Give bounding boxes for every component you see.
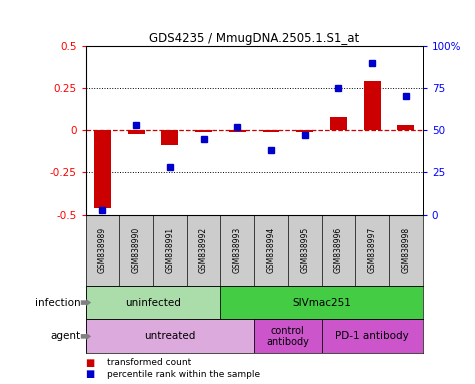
Bar bbox=[94, 130, 111, 208]
Text: control
antibody: control antibody bbox=[266, 326, 309, 347]
Text: GSM838994: GSM838994 bbox=[266, 227, 276, 273]
Text: ■: ■ bbox=[86, 369, 95, 379]
Title: GDS4235 / MmugDNA.2505.1.S1_at: GDS4235 / MmugDNA.2505.1.S1_at bbox=[149, 31, 359, 45]
Bar bbox=[254, 319, 322, 353]
Text: transformed count: transformed count bbox=[107, 358, 191, 367]
Bar bbox=[86, 286, 220, 319]
Bar bbox=[330, 117, 347, 130]
Text: GSM838992: GSM838992 bbox=[199, 227, 208, 273]
Text: agent: agent bbox=[51, 331, 81, 341]
Bar bbox=[86, 319, 254, 353]
Text: GSM838997: GSM838997 bbox=[368, 227, 377, 273]
Text: infection: infection bbox=[35, 298, 81, 308]
Bar bbox=[229, 130, 246, 132]
Text: GSM838995: GSM838995 bbox=[300, 227, 309, 273]
Bar bbox=[263, 130, 279, 132]
Text: untreated: untreated bbox=[144, 331, 196, 341]
Bar bbox=[220, 286, 423, 319]
Bar bbox=[296, 130, 313, 132]
Text: GSM838998: GSM838998 bbox=[401, 227, 410, 273]
Text: GSM838991: GSM838991 bbox=[165, 227, 174, 273]
Text: GSM838990: GSM838990 bbox=[132, 227, 141, 273]
Text: uninfected: uninfected bbox=[125, 298, 181, 308]
Bar bbox=[195, 130, 212, 132]
Bar bbox=[128, 130, 144, 134]
Bar bbox=[322, 319, 423, 353]
Text: GSM838996: GSM838996 bbox=[334, 227, 343, 273]
Text: ■: ■ bbox=[86, 358, 95, 368]
Bar bbox=[364, 81, 380, 130]
Text: GSM838989: GSM838989 bbox=[98, 227, 107, 273]
Text: PD-1 antibody: PD-1 antibody bbox=[335, 331, 409, 341]
Text: SIVmac251: SIVmac251 bbox=[292, 298, 351, 308]
Bar bbox=[398, 125, 414, 130]
Bar bbox=[162, 130, 178, 146]
Text: GSM838993: GSM838993 bbox=[233, 227, 242, 273]
Text: percentile rank within the sample: percentile rank within the sample bbox=[107, 370, 260, 379]
